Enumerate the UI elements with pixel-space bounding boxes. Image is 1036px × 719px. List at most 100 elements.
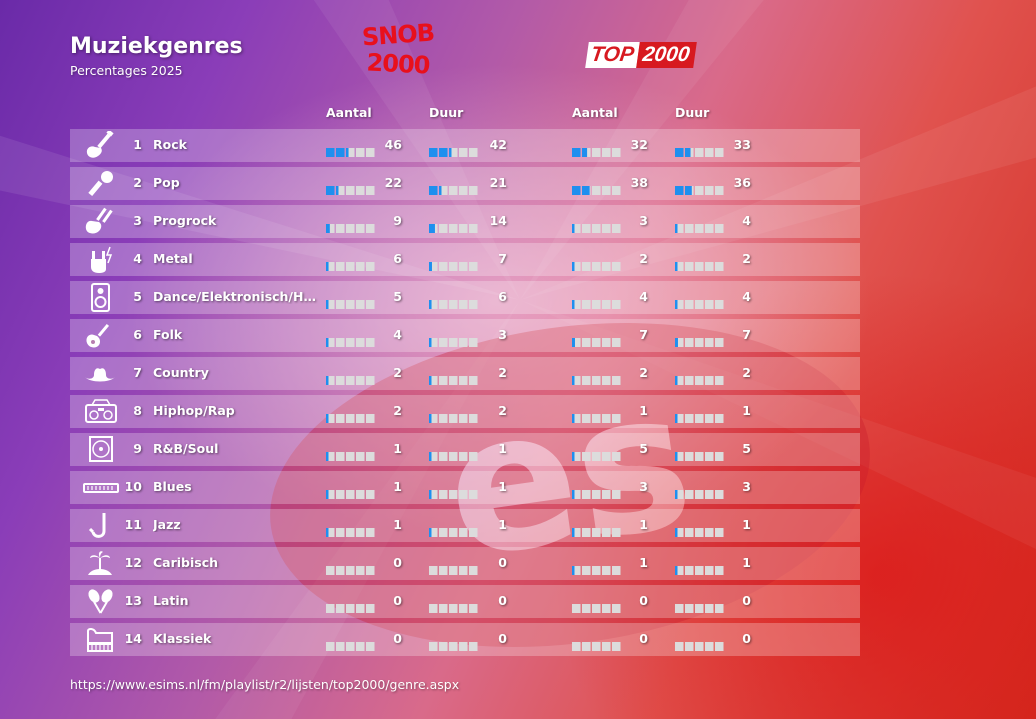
- top-duur-meter: [675, 142, 725, 157]
- top-aantal-meter: [572, 294, 622, 309]
- header-top-aantal: Aantal: [572, 105, 618, 120]
- snob-duur-value: 6: [498, 289, 507, 304]
- snob-aantal-meter: [326, 636, 376, 651]
- header-top-duur: Duur: [675, 105, 710, 120]
- genre-rank: 5: [133, 289, 142, 304]
- boombox-icon: [82, 397, 120, 426]
- genre-name: Latin: [153, 593, 189, 608]
- top-duur-value: 1: [742, 517, 751, 532]
- top-aantal-meter: [572, 484, 622, 499]
- top-duur-meter: [675, 256, 725, 271]
- snob-duur-meter: [429, 332, 479, 347]
- snob-aantal-meter: [326, 332, 376, 347]
- piano-icon: [82, 625, 120, 654]
- top-aantal-value: 32: [630, 137, 648, 152]
- top2000-logo-top: TOP: [585, 42, 640, 68]
- snob-duur-meter: [429, 218, 479, 233]
- snob-aantal-meter: [326, 256, 376, 271]
- snob-duur-value: 0: [498, 593, 507, 608]
- snob-aantal-value: 9: [393, 213, 402, 228]
- snob-aantal-value: 0: [393, 593, 402, 608]
- snob-duur-meter: [429, 256, 479, 271]
- top-aantal-value: 1: [639, 403, 648, 418]
- snob-aantal-meter: [326, 408, 376, 423]
- top-duur-meter: [675, 560, 725, 575]
- genre-name: Jazz: [153, 517, 181, 532]
- snob-duur-meter: [429, 408, 479, 423]
- snob-aantal-value: 2: [393, 403, 402, 418]
- snob-duur-value: 0: [498, 555, 507, 570]
- snob-aantal-value: 5: [393, 289, 402, 304]
- snob-duur-value: 2: [498, 365, 507, 380]
- top-duur-meter: [675, 332, 725, 347]
- genre-rank: 2: [133, 175, 142, 190]
- snob-aantal-meter: [326, 446, 376, 461]
- snob-duur-meter: [429, 294, 479, 309]
- genre-name: Dance/Elektronisch/H…: [153, 289, 316, 304]
- table-row: 4 Metal 6 7 2 2: [70, 243, 860, 276]
- genre-name: Folk: [153, 327, 183, 342]
- snob-aantal-meter: [326, 294, 376, 309]
- genre-name: Hiphop/Rap: [153, 403, 235, 418]
- top-duur-value: 36: [733, 175, 751, 190]
- snob-aantal-meter: [326, 218, 376, 233]
- table-row: 12 Caribisch 0 0 1 1: [70, 547, 860, 580]
- genre-rank: 1: [133, 137, 142, 152]
- snob-aantal-value: 1: [393, 441, 402, 456]
- top-aantal-value: 7: [639, 327, 648, 342]
- snob-duur-meter: [429, 598, 479, 613]
- top-aantal-meter: [572, 408, 622, 423]
- snob-aantal-value: 4: [393, 327, 402, 342]
- top-duur-value: 5: [742, 441, 751, 456]
- snob-duur-meter: [429, 142, 479, 157]
- top-aantal-meter: [572, 636, 622, 651]
- palm-island-icon: [82, 549, 120, 578]
- snob-aantal-meter: [326, 522, 376, 537]
- snob2000-logo: SNOB 2000: [360, 19, 436, 86]
- top-duur-value: 0: [742, 593, 751, 608]
- snob-aantal-meter: [326, 560, 376, 575]
- genre-rank: 13: [124, 593, 142, 608]
- snob-logo-line2: 2000: [365, 48, 431, 80]
- snob-aantal-value: 2: [393, 365, 402, 380]
- genre-rank: 7: [133, 365, 142, 380]
- snob-duur-meter: [429, 484, 479, 499]
- top-aantal-meter: [572, 598, 622, 613]
- svg-text:es: es: [433, 348, 703, 601]
- electric-guitar-icon: [82, 129, 120, 160]
- snob-duur-value: 1: [498, 479, 507, 494]
- table-row: 13 Latin 0 0 0 0: [70, 585, 860, 618]
- snob-duur-meter: [429, 446, 479, 461]
- top2000-logo: TOP 2000: [585, 42, 697, 68]
- snob-duur-value: 7: [498, 251, 507, 266]
- top-duur-meter: [675, 294, 725, 309]
- top-duur-meter: [675, 598, 725, 613]
- snob-duur-value: 21: [489, 175, 507, 190]
- genre-name: Klassiek: [153, 631, 212, 646]
- top-aantal-value: 3: [639, 479, 648, 494]
- snob-duur-value: 0: [498, 631, 507, 646]
- table-row: 5 Dance/Elektronisch/H… 5 6 4 4: [70, 281, 860, 314]
- genre-name: Rock: [153, 137, 187, 152]
- genre-rank: 12: [124, 555, 142, 570]
- table-row: 6 Folk 4 3 7 7: [70, 319, 860, 352]
- table-row: 1 Rock 46 42 32 33: [70, 129, 860, 162]
- top-aantal-meter: [572, 218, 622, 233]
- snob-duur-value: 42: [489, 137, 507, 152]
- top-duur-meter: [675, 446, 725, 461]
- top-aantal-value: 38: [630, 175, 648, 190]
- top-duur-value: 1: [742, 403, 751, 418]
- top-aantal-meter: [572, 256, 622, 271]
- snob-duur-value: 1: [498, 517, 507, 532]
- snob-duur-meter: [429, 180, 479, 195]
- top-aantal-value: 1: [639, 517, 648, 532]
- genre-rank: 9: [133, 441, 142, 456]
- table-row: 10 Blues 1 1 3 3: [70, 471, 860, 504]
- top-aantal-meter: [572, 522, 622, 537]
- genre-rank: 14: [124, 631, 142, 646]
- top-aantal-meter: [572, 446, 622, 461]
- genre-name: Country: [153, 365, 209, 380]
- top2000-logo-year: 2000: [635, 42, 697, 68]
- top-aantal-meter: [572, 560, 622, 575]
- top-duur-value: 2: [742, 365, 751, 380]
